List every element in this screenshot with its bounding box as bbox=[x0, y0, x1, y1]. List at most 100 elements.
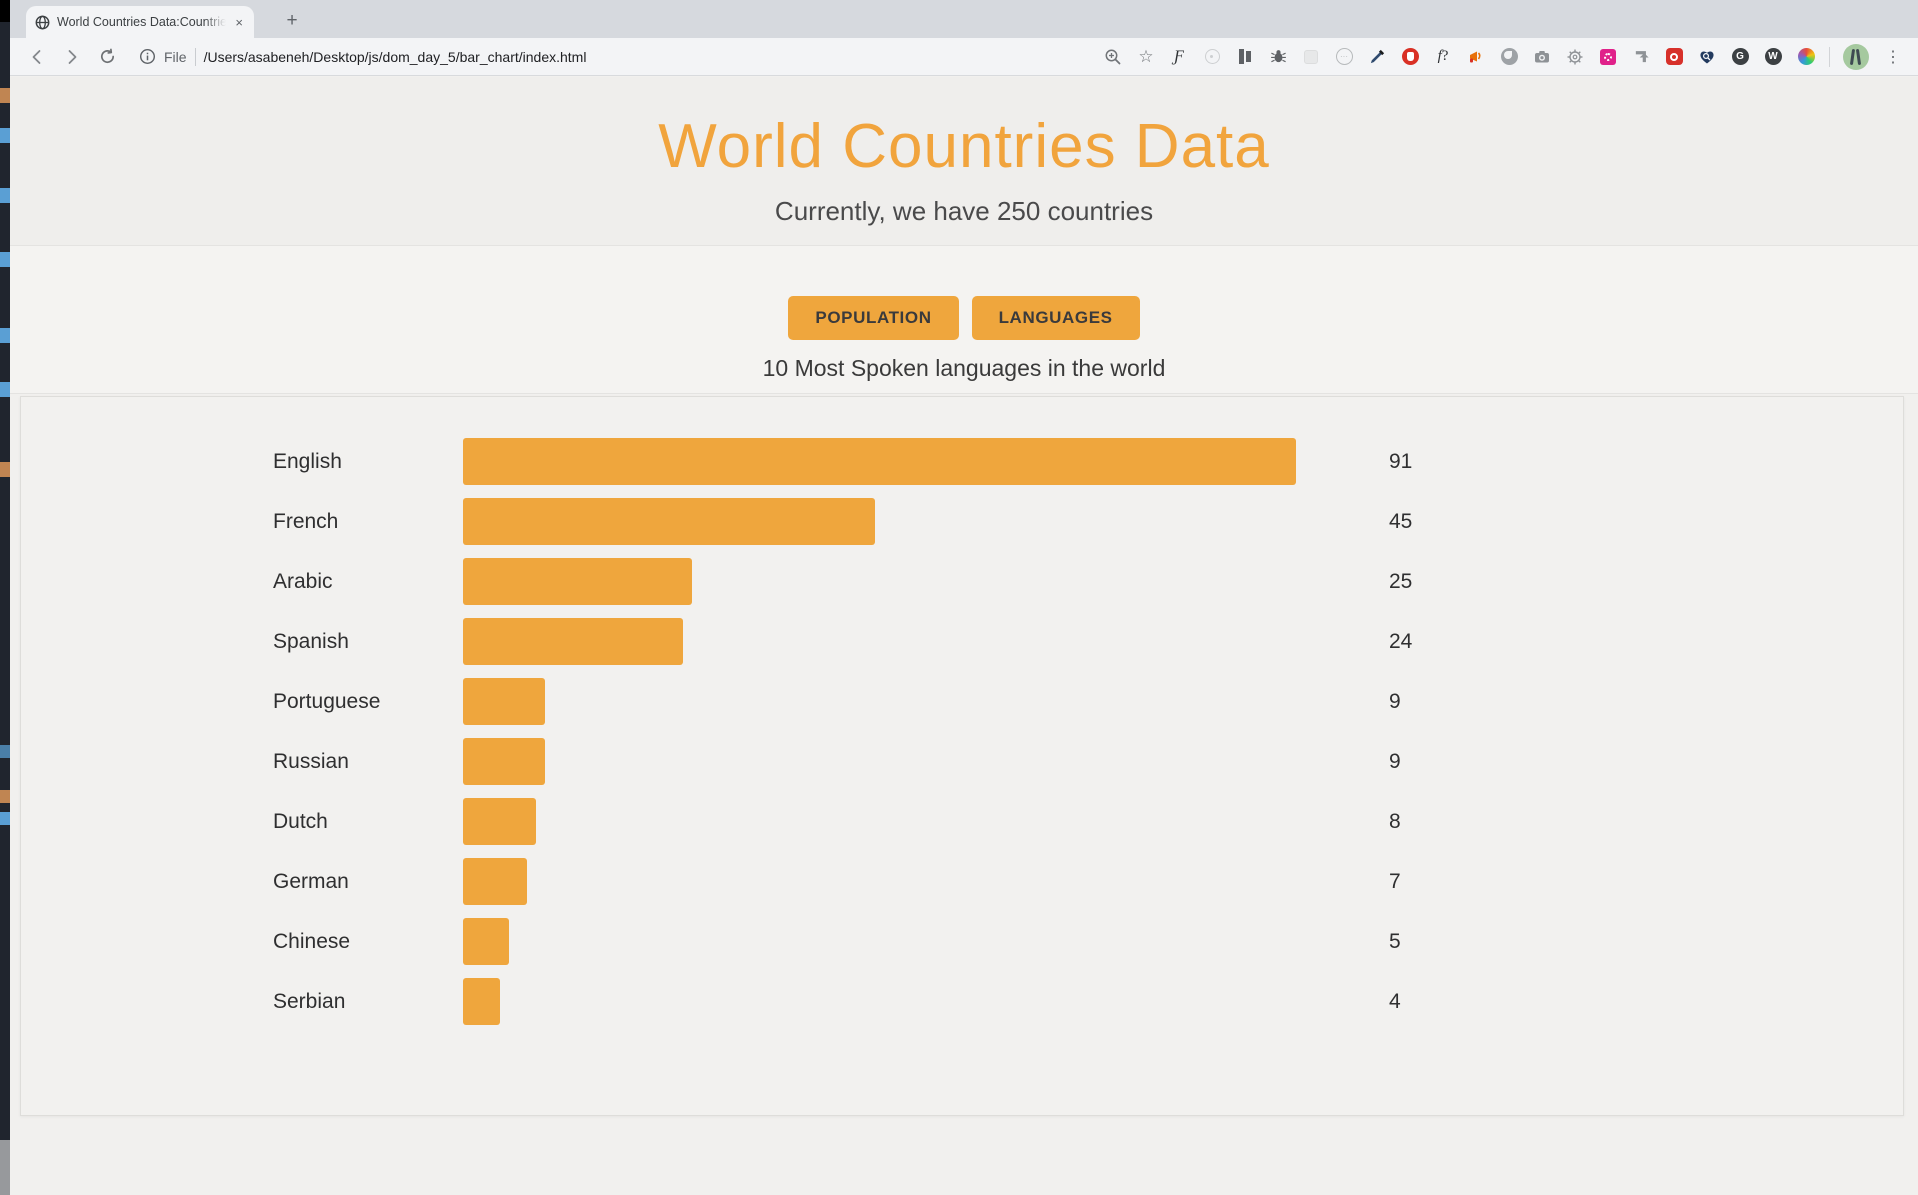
app-strip-block bbox=[0, 812, 10, 825]
bar-value: 45 bbox=[1389, 509, 1413, 533]
red-chat-extension-icon[interactable] bbox=[1664, 47, 1684, 67]
bar bbox=[463, 558, 692, 605]
chart-row: Dutch 8 bbox=[273, 798, 1903, 845]
page-title: World Countries Data bbox=[658, 112, 1270, 181]
bug-extension-icon[interactable] bbox=[1268, 47, 1288, 67]
bar-label: French bbox=[273, 509, 339, 533]
heart-magnifier-extension-icon[interactable] bbox=[1697, 47, 1717, 67]
app-strip-block bbox=[0, 128, 10, 143]
bar-label: English bbox=[273, 449, 342, 473]
bar-label: Serbian bbox=[273, 989, 346, 1013]
app-strip-block bbox=[0, 1140, 10, 1195]
bar bbox=[463, 858, 527, 905]
chart-row: Spanish 24 bbox=[273, 618, 1903, 665]
colorwheel-extension-icon[interactable] bbox=[1796, 47, 1816, 67]
chart-row: Russian 9 bbox=[273, 738, 1903, 785]
bar-label: German bbox=[273, 869, 349, 893]
bar bbox=[463, 918, 509, 965]
app-strip-block bbox=[0, 188, 10, 203]
tab-close-icon[interactable]: × bbox=[235, 14, 243, 30]
bar-value: 4 bbox=[1389, 989, 1401, 1013]
bar-label: Spanish bbox=[273, 629, 349, 653]
megaphone-extension-icon[interactable] bbox=[1466, 47, 1486, 67]
bar bbox=[463, 498, 875, 545]
camera-extension-icon[interactable] bbox=[1532, 47, 1552, 67]
new-tab-button[interactable]: + bbox=[286, 10, 298, 31]
bar-value: 7 bbox=[1389, 869, 1401, 893]
chart-row: Arabic 25 bbox=[273, 558, 1903, 605]
bar-value: 91 bbox=[1389, 449, 1413, 473]
app-strip-block bbox=[0, 0, 10, 22]
app-strip-block bbox=[0, 328, 10, 343]
app-strip-block bbox=[0, 252, 10, 267]
chart-row: French 45 bbox=[273, 498, 1903, 545]
back-button[interactable] bbox=[24, 44, 50, 70]
url-text[interactable]: /Users/asabeneh/Desktop/js/dom_day_5/bar… bbox=[203, 48, 587, 65]
tab-strip: World Countries Data:Countrie × + bbox=[10, 0, 1918, 38]
chart-row: English 91 bbox=[273, 438, 1903, 485]
page-info-icon[interactable] bbox=[139, 48, 156, 65]
w-circle-extension-icon[interactable]: W bbox=[1763, 47, 1783, 67]
columns-extension-icon[interactable] bbox=[1235, 47, 1255, 67]
header-section: World Countries Data Currently, we have … bbox=[10, 77, 1918, 246]
app-strip-block bbox=[0, 382, 10, 397]
web-page: World Countries Data Currently, we have … bbox=[10, 77, 1918, 1195]
browser-toolbar: File /Users/asabeneh/Desktop/js/dom_day_… bbox=[10, 38, 1918, 76]
react-devtools-extension-icon[interactable] bbox=[1202, 47, 1222, 67]
controls-section: POPULATION LANGUAGES 10 Most Spoken lang… bbox=[10, 246, 1918, 394]
bar bbox=[463, 438, 1296, 485]
bar-label: Chinese bbox=[273, 929, 351, 953]
swirl-circle-extension-icon[interactable] bbox=[1499, 47, 1519, 67]
browser-menu-kebab-icon[interactable]: ⋮ bbox=[1885, 48, 1901, 66]
bookmark-star-icon[interactable]: ☆ bbox=[1138, 47, 1154, 66]
toolbar-divider bbox=[1829, 46, 1830, 67]
bar bbox=[463, 618, 683, 665]
address-bar[interactable]: File /Users/asabeneh/Desktop/js/dom_day_… bbox=[139, 47, 1103, 66]
population-button[interactable]: POPULATION bbox=[788, 296, 959, 340]
chart-container: English 91 French 45 Arabic 25 Spanish 24 Portug… bbox=[20, 396, 1904, 1116]
corner-arrow-extension-icon[interactable] bbox=[1631, 47, 1651, 67]
chart-row: Chinese 5 bbox=[273, 918, 1903, 965]
faded-square-extension-icon[interactable] bbox=[1301, 47, 1321, 67]
forward-button[interactable] bbox=[59, 44, 85, 70]
reload-button[interactable] bbox=[94, 44, 120, 70]
chart-row: Serbian 4 bbox=[273, 978, 1903, 1025]
bar-value: 8 bbox=[1389, 809, 1401, 833]
tab-title: World Countries Data:Countrie bbox=[57, 15, 227, 29]
bar-label: Dutch bbox=[273, 809, 328, 833]
app-strip-block bbox=[0, 745, 10, 758]
bar-label: Russian bbox=[273, 749, 349, 773]
pink-gear-extension-icon[interactable] bbox=[1598, 47, 1618, 67]
languages-button[interactable]: LANGUAGES bbox=[971, 296, 1140, 340]
filter-buttons: POPULATION LANGUAGES bbox=[10, 246, 1918, 340]
gear-outline-extension-icon[interactable] bbox=[1565, 47, 1585, 67]
chart-rows: English 91 French 45 Arabic 25 Spanish 24 Portug… bbox=[273, 438, 1903, 1025]
browser-window: World Countries Data:Countrie × + File /… bbox=[10, 0, 1918, 76]
bar-value: 9 bbox=[1389, 689, 1401, 713]
chart-row: German 7 bbox=[273, 858, 1903, 905]
zoom-icon[interactable] bbox=[1103, 47, 1123, 67]
bar bbox=[463, 738, 545, 785]
globe-favicon-icon bbox=[35, 15, 50, 29]
app-strip-block bbox=[0, 790, 10, 803]
background-app-strip bbox=[0, 0, 10, 1195]
address-separator bbox=[194, 47, 196, 66]
browser-tab[interactable]: World Countries Data:Countrie × bbox=[26, 6, 254, 38]
bar-label: Portuguese bbox=[273, 689, 381, 713]
bar bbox=[463, 978, 500, 1025]
ellipsis-circle-extension-icon[interactable]: ··· bbox=[1334, 47, 1354, 67]
g-circle-extension-icon[interactable]: G bbox=[1730, 47, 1750, 67]
chart-row: Portuguese 9 bbox=[273, 678, 1903, 725]
app-strip-block bbox=[0, 88, 10, 103]
colorpick-eyedropper-extension-icon[interactable] bbox=[1367, 47, 1387, 67]
adblock-hand-extension-icon[interactable] bbox=[1400, 47, 1420, 67]
app-strip-block bbox=[0, 462, 10, 477]
profile-avatar[interactable] bbox=[1843, 43, 1869, 70]
bar bbox=[463, 678, 545, 725]
bar-value: 25 bbox=[1389, 569, 1413, 593]
bar-label: Arabic bbox=[273, 569, 333, 593]
file-scheme-label: File bbox=[164, 48, 187, 65]
f-question-extension-icon[interactable]: f? bbox=[1437, 48, 1449, 64]
fonts-ninja-extension-icon[interactable]: Ƒ bbox=[1174, 47, 1184, 65]
bar-value: 24 bbox=[1389, 629, 1413, 653]
